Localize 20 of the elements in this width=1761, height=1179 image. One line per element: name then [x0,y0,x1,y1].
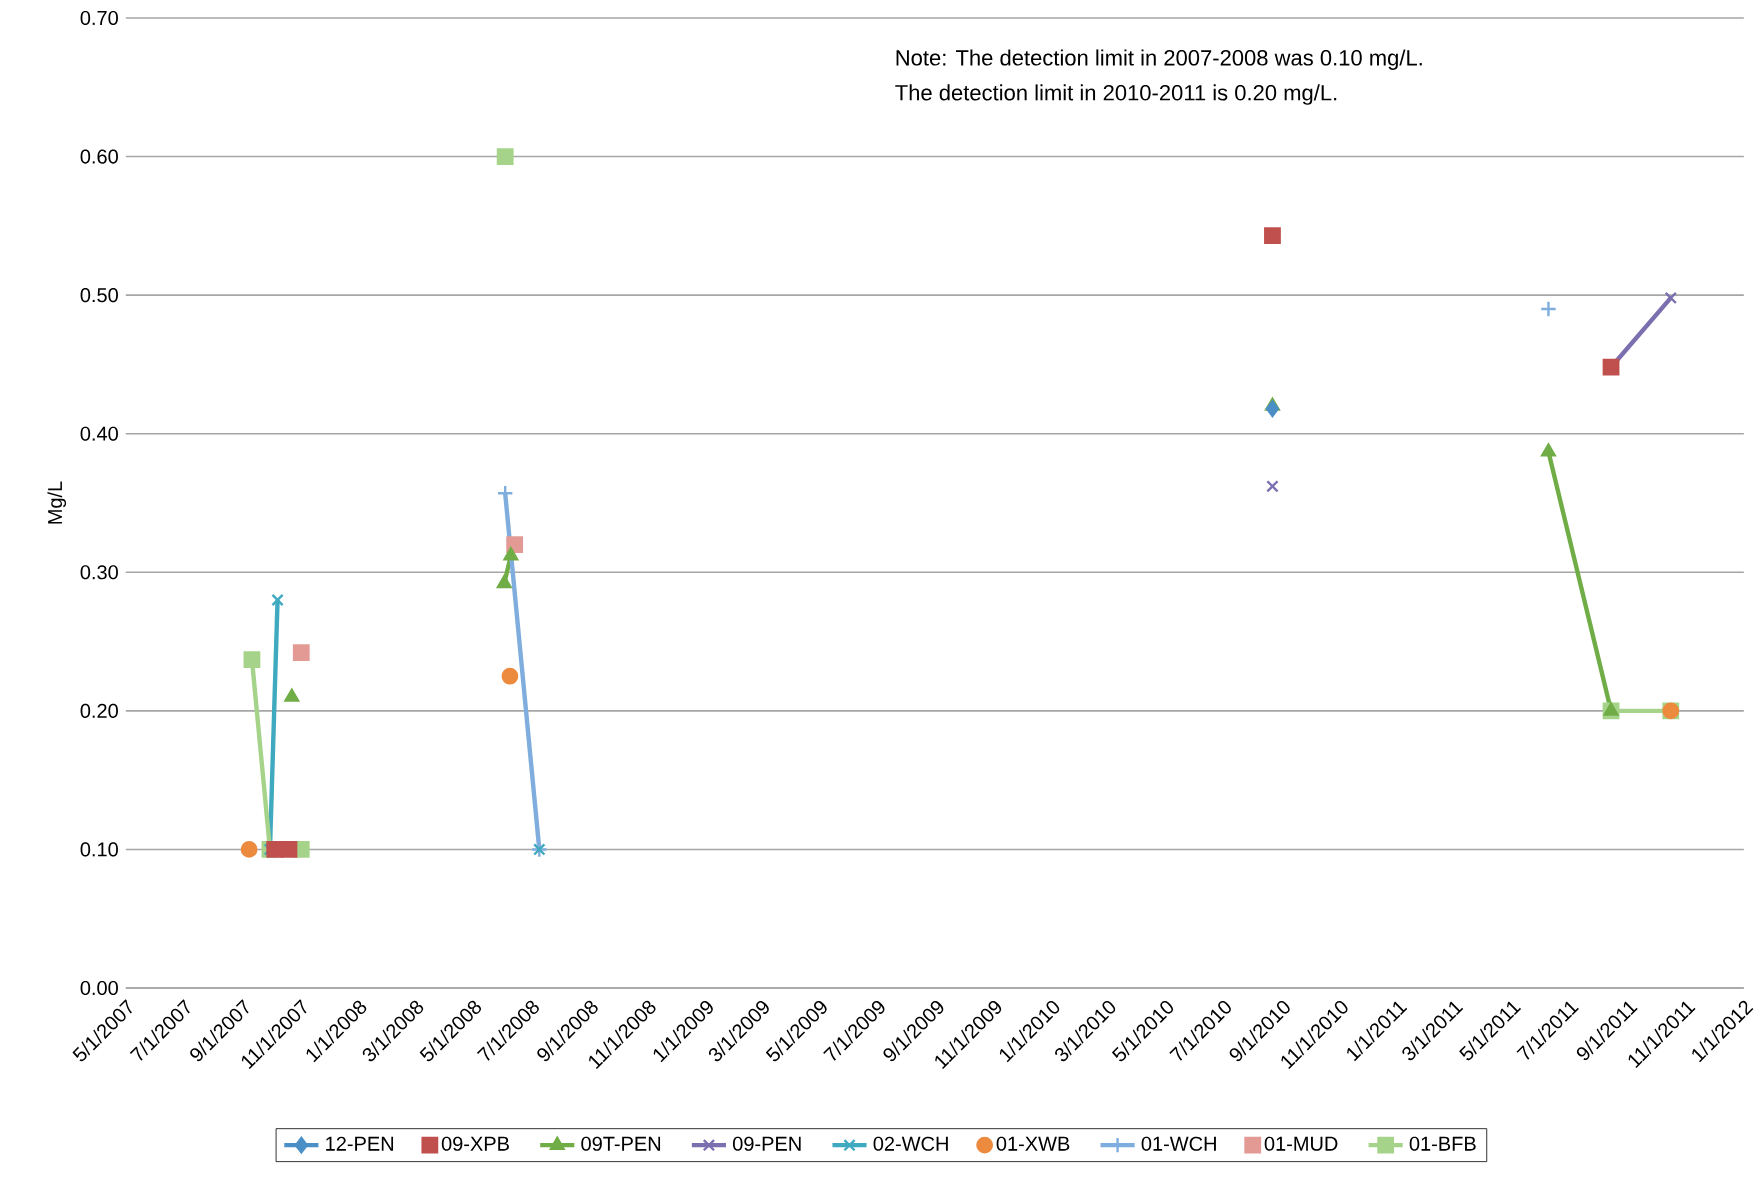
y-tick-label: 0.40 [80,426,118,441]
legend-label: 09-XPB [441,1136,509,1151]
annotation: Note: The detection limit in 2007-2008 was 0.10 mg/L. [896,49,1422,70]
legend-label: 09T-PEN [581,1136,661,1151]
y-axis-title: Mg/L [47,481,67,524]
legend-label: 01-WCH [1141,1136,1216,1151]
legend-label: 01-MUD [1264,1136,1338,1151]
y-tick-label: 0.10 [80,842,118,857]
y-tick-label: 0.20 [80,703,118,718]
y-tick-label: 0.30 [80,565,118,580]
y-tick-label: 0.60 [80,149,118,164]
y-tick-label: 0.00 [80,980,118,996]
legend-label: 01-XWB [996,1136,1070,1151]
legend-label: 01-BFB [1409,1136,1476,1151]
annotation: The detection limit in 2010-2011 is 0.20 mg/L. [895,84,1337,105]
legend-label: 02-WCH [873,1136,948,1151]
legend-label: 12-PEN [326,1136,394,1151]
y-tick-label: 0.50 [80,288,118,303]
legend-label: 09-PEN [732,1136,801,1151]
y-tick-label: 0.70 [80,10,118,26]
